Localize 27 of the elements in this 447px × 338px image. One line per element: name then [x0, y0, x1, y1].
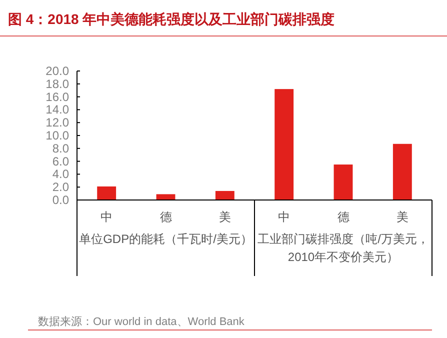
y-tick-label: 12.0 [46, 116, 70, 130]
bar [392, 144, 412, 200]
y-tick-label: 10.0 [46, 128, 70, 142]
x-tick-label: 中 [278, 210, 290, 224]
y-tick-label: 16.0 [46, 90, 70, 104]
x-tick-label: 中 [100, 210, 113, 224]
text: 单位GDP的能耗（千瓦时/美元） [79, 231, 252, 248]
x-tick-label: 美 [396, 210, 408, 224]
x-tick-label: 德 [160, 210, 172, 224]
bar [97, 186, 116, 200]
y-tick-label: 6.0 [52, 154, 70, 168]
bar [274, 89, 294, 200]
text: 工业部门碳排强度（吨/万美元，2010年不变价美元） [256, 231, 430, 266]
bar [334, 164, 353, 200]
chart-title: 图 4：2018 年中美德能耗强度以及工业部门碳排强度 [8, 11, 335, 27]
x-tick-label: 美 [218, 210, 231, 224]
y-tick-label: 4.0 [52, 167, 70, 182]
y-tick-label: 14.0 [46, 102, 70, 117]
x-tick-label: 德 [337, 210, 350, 224]
y-tick-label: 20.0 [46, 64, 70, 78]
y-tick-label: 18.0 [46, 76, 70, 91]
bar [215, 190, 234, 200]
y-tick-label: 2.0 [52, 180, 70, 194]
y-tick-label: 0.0 [52, 193, 70, 207]
y-tick-label: 8.0 [52, 141, 70, 156]
bar [156, 194, 176, 200]
source-note: 数据来源：Our world in data、World Bank [38, 315, 245, 328]
